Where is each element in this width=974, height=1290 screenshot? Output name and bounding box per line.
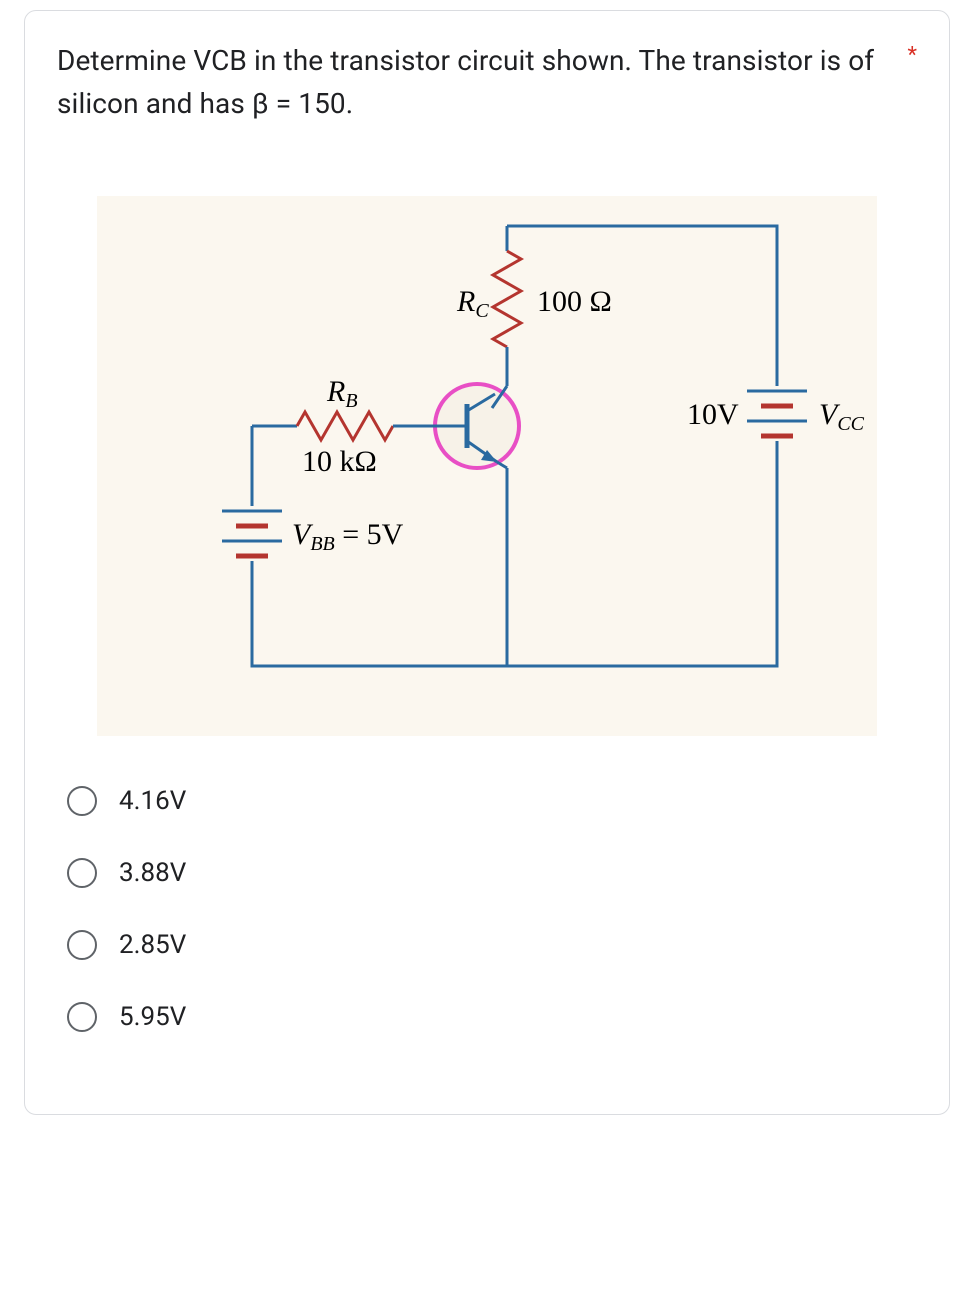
question-row: Determine VCB in the transistor circuit … (57, 39, 917, 126)
vcc-voltage: 10V (687, 398, 739, 431)
option-label: 5.95V (119, 1002, 186, 1032)
options-group: 4.16V 3.88V 2.85V 5.95V (57, 786, 917, 1032)
radio-icon (67, 930, 97, 960)
option-label: 3.88V (119, 858, 186, 888)
question-text: Determine VCB in the transistor circuit … (57, 39, 890, 126)
radio-icon (67, 786, 97, 816)
circuit-svg: RC 100 Ω RB 10 kΩ VBB = 5V 10V VCC (97, 196, 877, 736)
option-label: 2.85V (119, 930, 186, 960)
radio-icon (67, 858, 97, 888)
vcc-sub: CC (837, 413, 864, 435)
required-icon: * (908, 43, 917, 68)
rb-symbol: R (326, 375, 345, 408)
option-0[interactable]: 4.16V (67, 786, 917, 816)
circuit-diagram: RC 100 Ω RB 10 kΩ VBB = 5V 10V VCC (57, 196, 917, 736)
rc-sub: C (475, 300, 489, 322)
option-3[interactable]: 5.95V (67, 1002, 917, 1032)
option-1[interactable]: 3.88V (67, 858, 917, 888)
vbb-sub: BB (310, 533, 334, 555)
option-2[interactable]: 2.85V (67, 930, 917, 960)
rc-value: 100 Ω (537, 285, 612, 318)
radio-icon (67, 1002, 97, 1032)
question-card: Determine VCB in the transistor circuit … (24, 10, 950, 1115)
rb-value: 10 kΩ (302, 445, 377, 478)
svg-text:VBB = 5V: VBB = 5V (292, 518, 404, 555)
rb-sub: B (345, 390, 357, 412)
vbb-eq: = 5V (335, 518, 404, 551)
option-label: 4.16V (119, 786, 186, 816)
rc-symbol: R (456, 285, 475, 318)
